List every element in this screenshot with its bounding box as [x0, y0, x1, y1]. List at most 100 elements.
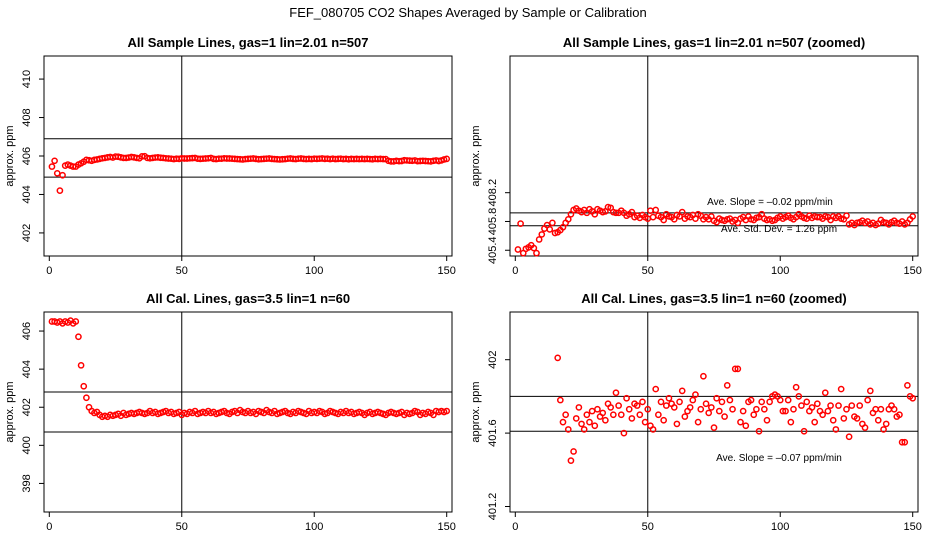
- y-tick-label: 398: [21, 474, 33, 492]
- data-point: [75, 333, 82, 341]
- data-point: [443, 155, 451, 163]
- data-point: [572, 415, 580, 422]
- data-point: [586, 418, 593, 426]
- data-point: [737, 418, 744, 426]
- y-tick-label: 405.8: [487, 208, 499, 236]
- data-point: [710, 424, 718, 431]
- data-point: [718, 398, 726, 406]
- data-point: [535, 236, 543, 243]
- data-point: [721, 413, 728, 420]
- data-point: [843, 405, 850, 413]
- x-tick-label: 0: [46, 521, 52, 533]
- data-point: [758, 398, 766, 406]
- chart-title: All Cal. Lines, gas=3.5 lin=1 n=60: [146, 291, 350, 306]
- data-point: [602, 416, 609, 424]
- data-point: [896, 411, 903, 419]
- data-point: [514, 246, 522, 253]
- x-tick-label: 50: [176, 521, 188, 533]
- data-point: [766, 398, 773, 406]
- data-point: [530, 244, 538, 252]
- data-point: [617, 411, 625, 419]
- data-point: [599, 409, 607, 417]
- data-point: [880, 426, 887, 433]
- data-point: [80, 382, 88, 390]
- plot-frame: [43, 311, 453, 513]
- data-point: [909, 213, 917, 220]
- data-point: [813, 400, 821, 408]
- data-point: [790, 405, 797, 413]
- chart-title: All Sample Lines, gas=1 lin=2.01 n=507: [128, 35, 369, 50]
- data-point: [678, 208, 686, 216]
- data-point: [657, 398, 665, 406]
- y-tick-label: 410: [21, 70, 33, 88]
- y-axis-label: approx. ppm: [470, 381, 482, 442]
- data-point: [588, 407, 596, 415]
- data-point: [843, 212, 850, 220]
- data-point: [731, 365, 739, 373]
- data-point: [734, 365, 742, 373]
- y-tick-label: 402: [21, 398, 33, 416]
- data-point: [609, 411, 617, 419]
- chart-panel-1: All Sample Lines, gas=1 lin=2.01 n=507 0 5…: [4, 35, 456, 277]
- data-point: [755, 427, 763, 435]
- data-point: [819, 411, 826, 419]
- data-point: [708, 404, 715, 411]
- y-axis-label: approx. ppm: [470, 125, 482, 186]
- data-point: [641, 418, 649, 426]
- data-point: [726, 396, 734, 404]
- data-point: [662, 402, 670, 409]
- data-point: [546, 226, 554, 233]
- data-point: [835, 402, 842, 409]
- data-point: [678, 387, 686, 395]
- x-tick-label: 50: [176, 265, 188, 277]
- data-point: [739, 407, 747, 415]
- data-point: [673, 420, 681, 428]
- data-point: [533, 249, 540, 257]
- y-tick-label: 404: [21, 185, 33, 203]
- data-point: [904, 382, 911, 389]
- y-tick-label: 406: [21, 147, 33, 165]
- data-point: [591, 210, 599, 218]
- data-point: [800, 427, 808, 435]
- data-point: [713, 394, 720, 402]
- data-point: [742, 422, 750, 430]
- data-point: [705, 409, 713, 417]
- data-point: [882, 420, 890, 428]
- data-point: [811, 418, 819, 426]
- chart-panel-4: All Cal. Lines, gas=3.5 lin=1 n=60 (zoom…: [470, 291, 922, 533]
- x-tick-label: 0: [512, 521, 518, 533]
- data-point: [615, 402, 622, 409]
- data-point: [829, 416, 837, 424]
- data-point: [623, 394, 630, 402]
- data-point: [649, 426, 657, 433]
- data-point: [59, 171, 66, 179]
- data-point: [559, 418, 567, 426]
- data-point: [628, 208, 636, 216]
- data-point: [567, 457, 575, 464]
- data-point: [660, 216, 668, 224]
- y-tick-label: 405.4: [487, 236, 499, 264]
- data-point: [443, 407, 451, 415]
- y-tick-label: 404: [21, 360, 33, 378]
- chart-title: All Sample Lines, gas=1 lin=2.01 n=507 (…: [563, 35, 865, 50]
- data-point: [83, 394, 90, 402]
- data-point: [77, 361, 85, 369]
- data-point: [845, 433, 853, 441]
- x-tick-label: 150: [438, 521, 456, 533]
- data-point: [763, 416, 771, 424]
- data-point: [564, 426, 572, 433]
- data-point: [853, 415, 861, 422]
- data-point: [760, 405, 768, 413]
- data-point: [612, 389, 620, 397]
- page-title: FEF_080705 CO2 Shapes Averaged by Sample…: [289, 5, 647, 20]
- y-tick-label: 402: [21, 224, 33, 242]
- y-axis-label: approx. ppm: [4, 125, 16, 186]
- data-point: [803, 398, 811, 406]
- data-point: [866, 387, 874, 395]
- data-point: [861, 424, 869, 431]
- data-point: [612, 209, 620, 217]
- data-point: [776, 396, 784, 404]
- data-point: [792, 383, 800, 391]
